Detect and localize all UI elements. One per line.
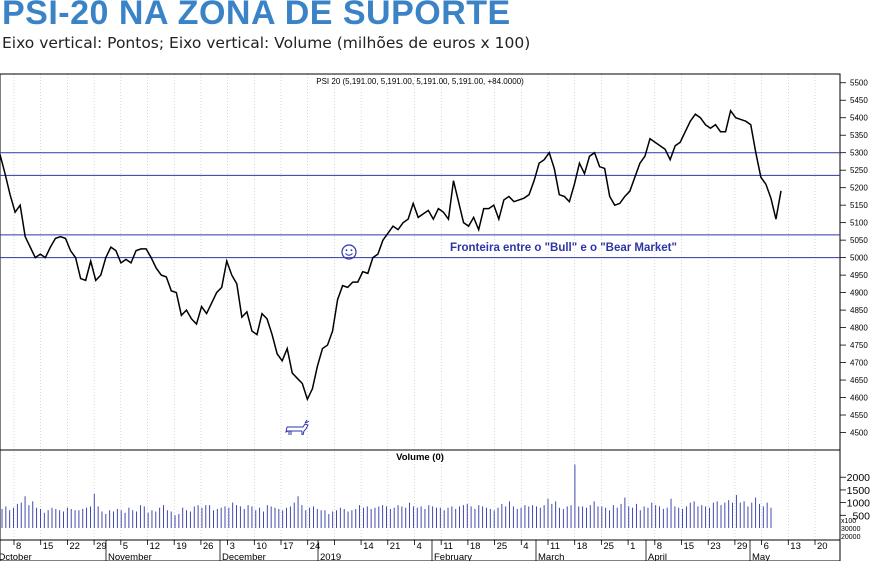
y-tick-label: 4600	[850, 394, 868, 403]
volume-bars	[1, 464, 772, 528]
x-month-label: February	[434, 552, 472, 561]
x-tick-label: 11	[550, 541, 560, 552]
x-tick-label: 6	[764, 541, 769, 552]
x-tick-label: 19	[176, 541, 187, 552]
volume-scale-label: x100	[841, 518, 856, 525]
x-month-label: November	[108, 552, 152, 561]
y-tick-label: 5300	[850, 149, 868, 158]
x-tick-label: 18	[577, 541, 588, 552]
volume-scale-label: 20000	[841, 534, 861, 541]
x-axis-labels: 8 15 22 29 5 12 19 26 3 10 17 24 14 21 4 11 18 25 4 11 18 25 1…	[0, 540, 828, 561]
x-tick-label: 8	[657, 541, 662, 552]
x-tick-label: 21	[390, 541, 401, 552]
x-tick-label: 8	[16, 541, 21, 552]
y-tick-label: 4750	[850, 341, 868, 350]
x-tick-label: 29	[96, 541, 107, 552]
y-tick-label: 5150	[850, 201, 868, 210]
bull-icon	[285, 419, 310, 436]
y-tick-label: 4700	[850, 359, 868, 368]
x-tick-label: 23	[710, 541, 721, 552]
x-tick-label: 15	[684, 541, 695, 552]
y-tick-label: 5050	[850, 236, 868, 245]
x-tick-label: 4	[523, 541, 528, 552]
bull-bear-annotation: Fronteira entre o "Bull" e o "Bear Marke…	[450, 242, 677, 254]
y-tick-label: 4500	[850, 429, 868, 438]
x-tick-label: 29	[737, 541, 748, 552]
x-tick-label: 13	[790, 541, 801, 552]
x-tick-label: 20	[817, 541, 828, 552]
y-tick-label: 5500	[850, 79, 868, 88]
y-tick-label: 5000	[850, 254, 868, 263]
x-tick-label: 10	[256, 541, 267, 552]
x-month-label: April	[648, 552, 667, 561]
y-tick-label: 4800	[850, 324, 868, 333]
x-tick-label: 15	[43, 541, 54, 552]
price-y-axis: 4500 4550 4600 4650 4700 4750 4800 4850 4900 4950…	[840, 79, 868, 438]
y-tick-label: 5100	[850, 219, 868, 228]
y-tick-label: 4900	[850, 289, 868, 298]
y-tick-label: 5450	[850, 96, 868, 105]
x-month-label: March	[538, 552, 564, 561]
psi20-price-line	[0, 108, 782, 402]
x-tick-label: 5	[123, 541, 128, 552]
y-tick-label: 5400	[850, 114, 868, 123]
x-tick-label: 18	[470, 541, 481, 552]
price-panel-title: PSI 20 (5,191.00, 5,191.00, 5,191.00, 5,…	[316, 77, 524, 86]
y-tick-label: 5350	[850, 131, 868, 140]
volume-panel	[0, 449, 841, 541]
y-tick-label: 5250	[850, 166, 868, 175]
x-tick-label: 26	[203, 541, 214, 552]
x-month-label: May	[752, 552, 770, 561]
smiley-icon	[341, 244, 357, 260]
y-tick-label: 4550	[850, 411, 868, 420]
page-title: PSI-20 NA ZONA DE SUPORTE	[2, 0, 511, 32]
volume-scale-label: 30000	[841, 526, 861, 533]
x-tick-label: 12	[150, 541, 161, 552]
x-tick-label: 11	[443, 541, 453, 552]
y-tick-label: 4950	[850, 271, 868, 280]
x-tick-label: 22	[69, 541, 80, 552]
x-tick-label: 24	[310, 541, 321, 552]
x-tick-label: 3	[230, 541, 235, 552]
x-tick-label: 17	[283, 541, 294, 552]
volume-tick-label: 1000	[847, 498, 871, 510]
x-axis-strip	[0, 539, 841, 561]
volume-tick-label: 500	[852, 510, 870, 522]
page-subtitle: Eixo vertical: Pontos; Eixo vertical: Vo…	[2, 34, 531, 52]
vertical-gridlines	[13, 74, 816, 540]
volume-tick-label: 1500	[847, 485, 871, 497]
x-tick-label: 1	[630, 541, 635, 552]
x-tick-label: 4	[417, 541, 422, 552]
x-month-label: 2019	[320, 552, 341, 561]
volume-panel-title: Volume (0)	[396, 452, 444, 463]
x-month-label: December	[222, 552, 266, 561]
x-month-label: October	[0, 552, 32, 561]
y-tick-label: 4650	[850, 376, 868, 385]
x-tick-label: 25	[497, 541, 508, 552]
x-tick-label: 25	[603, 541, 614, 552]
y-tick-label: 4850	[850, 306, 868, 315]
price-panel	[0, 73, 841, 451]
y-tick-label: 5200	[850, 184, 868, 193]
x-tick-label: 14	[363, 541, 374, 552]
horizontal-reference-lines	[0, 152, 840, 259]
volume-tick-label: 2000	[847, 472, 871, 484]
